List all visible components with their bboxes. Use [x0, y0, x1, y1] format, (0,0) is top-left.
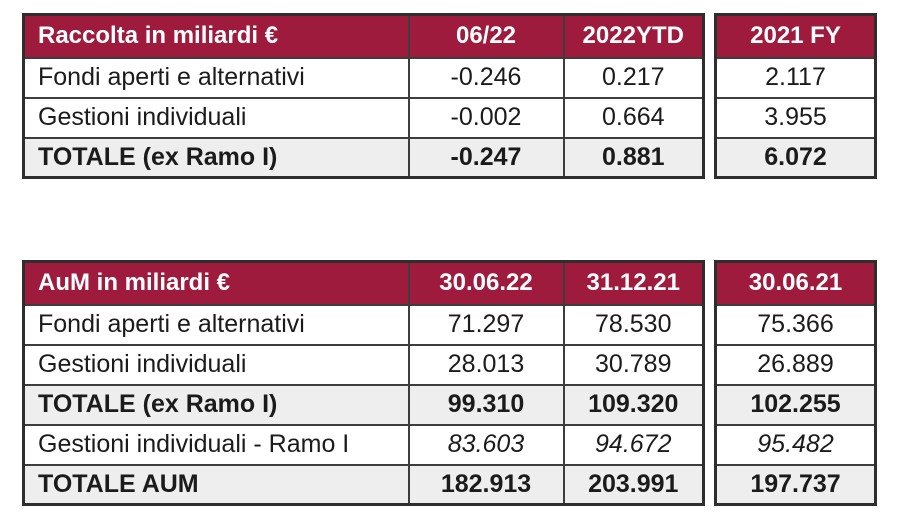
- table-row: TOTALE (ex Ramo I) -0.247 0.881: [22, 136, 705, 179]
- header-row: 30.06.21: [714, 260, 877, 306]
- row-label: TOTALE AUM: [22, 463, 410, 506]
- cell-value: 28.013: [407, 343, 565, 386]
- cell-value: 203.991: [562, 463, 705, 506]
- row-label: Gestioni individuali: [22, 343, 410, 386]
- header-row: Raccolta in miliardi €06/22 2022YTD: [22, 13, 705, 59]
- cell-value: -0.002: [407, 96, 565, 139]
- cell-value: 109.320: [562, 383, 705, 426]
- raccolta-lastcol-table: 2021 FY 2.117 3.955 6.072: [714, 13, 877, 179]
- table-row: TOTALE AUM 182.913 203.991: [22, 463, 705, 506]
- cell-value: -0.247: [407, 136, 565, 179]
- cell-value: 95.482: [714, 423, 877, 466]
- cell-value: 0.881: [562, 136, 705, 179]
- cell-value: 99.310: [407, 383, 565, 426]
- table-row: 197.737: [714, 463, 877, 506]
- column-header: 30.06.22: [407, 260, 565, 306]
- table-row: 95.482: [714, 423, 877, 466]
- cell-value: 6.072: [714, 136, 877, 179]
- table-row: Gestioni individuali - Ramo I 83.603 94.67…: [22, 423, 705, 466]
- column-header: 06/22: [407, 13, 565, 59]
- row-label: Fondi aperti e alternativi: [22, 303, 410, 346]
- table-row: 6.072: [714, 136, 877, 179]
- table-row: Fondi aperti e alternativi -0.246 0.217: [22, 56, 705, 99]
- table-row: 3.955: [714, 96, 877, 139]
- header-row: AuM in miliardi €30.06.22 31.12.21: [22, 260, 705, 306]
- table-row: 26.889: [714, 343, 877, 386]
- cell-value: 26.889: [714, 343, 877, 386]
- column-header: 30.06.21: [714, 260, 877, 306]
- table-row: 75.366: [714, 303, 877, 346]
- row-label: TOTALE (ex Ramo I): [22, 136, 410, 179]
- aum-lastcol-table: 30.06.21 75.366 26.889 102.255 95.482 197.737: [714, 260, 877, 506]
- cell-value: 30.789: [562, 343, 705, 386]
- table-row: TOTALE (ex Ramo I) 99.310 109.320: [22, 383, 705, 426]
- header-row: 2021 FY: [714, 13, 877, 59]
- cell-value: 2.117: [714, 56, 877, 99]
- raccolta-table: Raccolta in miliardi €06/22 2022YTD Fondi …: [22, 13, 900, 179]
- page: Raccolta in miliardi €06/22 2022YTD Fondi …: [22, 13, 900, 506]
- table-row: 102.255: [714, 383, 877, 426]
- cell-value: 94.672: [562, 423, 705, 466]
- column-header: 31.12.21: [562, 260, 705, 306]
- table-row: Fondi aperti e alternativi 71.297 78.530: [22, 303, 705, 346]
- cell-value: 0.664: [562, 96, 705, 139]
- row-label: Gestioni individuali - Ramo I: [22, 423, 410, 466]
- table-row: Gestioni individuali 28.013 30.789: [22, 343, 705, 386]
- row-label: Fondi aperti e alternativi: [22, 56, 410, 99]
- table-title: Raccolta in miliardi €: [22, 13, 410, 59]
- column-header: 2021 FY: [714, 13, 877, 59]
- column-header: 2022YTD: [562, 13, 705, 59]
- cell-value: 78.530: [562, 303, 705, 346]
- cell-value: 83.603: [407, 423, 565, 466]
- row-label: Gestioni individuali: [22, 96, 410, 139]
- raccolta-main-table: Raccolta in miliardi €06/22 2022YTD Fondi …: [22, 13, 705, 179]
- cell-value: -0.246: [407, 56, 565, 99]
- cell-value: 197.737: [714, 463, 877, 506]
- cell-value: 182.913: [407, 463, 565, 506]
- cell-value: 3.955: [714, 96, 877, 139]
- aum-table: AuM in miliardi €30.06.22 31.12.21 Fondi a…: [22, 260, 900, 506]
- cell-value: 102.255: [714, 383, 877, 426]
- table-row: 2.117: [714, 56, 877, 99]
- cell-value: 71.297: [407, 303, 565, 346]
- table-title: AuM in miliardi €: [22, 260, 410, 306]
- row-label: TOTALE (ex Ramo I): [22, 383, 410, 426]
- table-row: Gestioni individuali -0.002 0.664: [22, 96, 705, 139]
- cell-value: 0.217: [562, 56, 705, 99]
- aum-main-table: AuM in miliardi €30.06.22 31.12.21 Fondi a…: [22, 260, 705, 506]
- cell-value: 75.366: [714, 303, 877, 346]
